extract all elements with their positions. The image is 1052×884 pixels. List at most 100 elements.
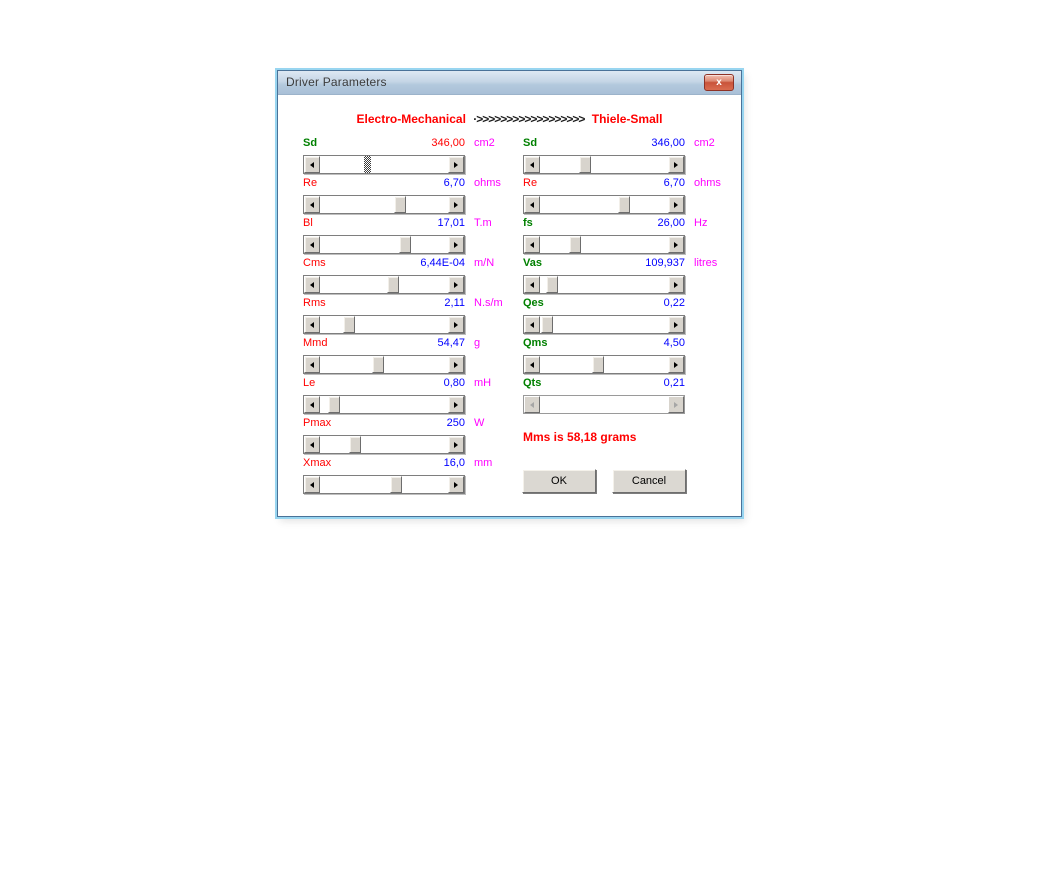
param-label: Mmd [303,337,328,349]
left-triangle-icon [530,361,534,368]
right-triangle-icon [454,201,458,208]
left-triangle-icon [530,161,534,168]
slider-thumb[interactable] [364,156,371,173]
slider-em-le[interactable] [303,395,465,414]
slider-thumb[interactable] [343,316,355,333]
param-value: 16,0 [443,457,465,469]
param-row-ts-qes: Qes 0,22 [523,297,685,335]
left-triangle-icon [310,401,314,408]
param-value: 346,00 [431,137,465,149]
slider-thumb[interactable] [399,236,411,253]
right-triangle-icon [674,161,678,168]
slider-thumb[interactable] [541,316,553,333]
param-label: Rms [303,297,326,309]
param-label: Re [523,177,538,189]
slider-left-arrow[interactable] [304,356,320,373]
slider-left-arrow[interactable] [524,196,540,213]
param-row-em-cms: Cms 6,44E-04 m/N [303,257,494,295]
slider-right-arrow[interactable] [448,236,464,253]
slider-right-arrow[interactable] [448,396,464,413]
param-row-ts-re: Re 6,70 ohms [523,177,721,215]
left-triangle-icon [530,321,534,328]
param-row-em-xmax: Xmax 16,0 mm [303,457,492,495]
slider-thumb[interactable] [349,436,361,453]
slider-thumb[interactable] [387,276,399,293]
slider-thumb[interactable] [372,356,384,373]
slider-left-arrow[interactable] [304,276,320,293]
close-icon: x [716,77,722,88]
slider-left-arrow[interactable] [524,276,540,293]
slider-right-arrow[interactable] [668,236,684,253]
slider-right-arrow[interactable] [668,196,684,213]
slider-left-arrow[interactable] [524,356,540,373]
slider-ts-re[interactable] [523,195,685,214]
electro-mechanical-heading: Electro-Mechanical [356,112,466,126]
slider-ts-qms[interactable] [523,355,685,374]
slider-right-arrow[interactable] [448,436,464,453]
param-value: 0,80 [443,377,465,389]
slider-ts-sd[interactable] [523,155,685,174]
slider-right-arrow[interactable] [668,356,684,373]
param-value: 0,21 [663,377,685,389]
slider-ts-qes[interactable] [523,315,685,334]
slider-right-arrow[interactable] [448,356,464,373]
slider-right-arrow[interactable] [448,316,464,333]
slider-left-arrow[interactable] [304,316,320,333]
slider-ts-vas[interactable] [523,275,685,294]
slider-left-arrow[interactable] [304,196,320,213]
slider-right-arrow[interactable] [668,156,684,173]
param-value: 26,00 [657,217,685,229]
slider-left-arrow[interactable] [304,236,320,253]
param-row-ts-vas: Vas 109,937 litres [523,257,717,295]
slider-right-arrow[interactable] [448,276,464,293]
slider-right-arrow[interactable] [668,316,684,333]
slider-left-arrow[interactable] [524,236,540,253]
slider-right-arrow [668,396,684,413]
left-triangle-icon [530,201,534,208]
param-unit: ohms [474,177,501,189]
param-label: Xmax [303,457,332,469]
param-value: 6,70 [663,177,685,189]
slider-thumb[interactable] [592,356,604,373]
slider-em-pmax[interactable] [303,435,465,454]
slider-thumb[interactable] [394,196,406,213]
left-triangle-icon [310,441,314,448]
slider-thumb[interactable] [390,476,402,493]
slider-right-arrow[interactable] [448,156,464,173]
slider-right-arrow[interactable] [448,196,464,213]
close-button[interactable]: x [704,74,734,91]
slider-em-bl[interactable] [303,235,465,254]
slider-em-mmd[interactable] [303,355,465,374]
right-triangle-icon [454,321,458,328]
slider-thumb[interactable] [618,196,630,213]
slider-em-cms[interactable] [303,275,465,294]
left-triangle-icon [310,481,314,488]
cancel-button[interactable]: Cancel [612,469,686,493]
left-triangle-icon [310,241,314,248]
slider-thumb[interactable] [328,396,340,413]
right-triangle-icon [454,241,458,248]
slider-left-arrow[interactable] [304,476,320,493]
slider-left-arrow[interactable] [304,156,320,173]
slider-left-arrow[interactable] [304,436,320,453]
slider-thumb[interactable] [579,156,591,173]
right-triangle-icon [454,481,458,488]
slider-right-arrow[interactable] [668,276,684,293]
right-triangle-icon [454,281,458,288]
right-triangle-icon [454,161,458,168]
slider-right-arrow[interactable] [448,476,464,493]
slider-left-arrow[interactable] [304,396,320,413]
slider-left-arrow[interactable] [524,156,540,173]
slider-thumb[interactable] [569,236,581,253]
slider-em-re[interactable] [303,195,465,214]
right-triangle-icon [454,361,458,368]
slider-thumb[interactable] [546,276,558,293]
ok-button[interactable]: OK [522,469,596,493]
slider-em-sd[interactable] [303,155,465,174]
slider-em-rms[interactable] [303,315,465,334]
slider-ts-fs[interactable] [523,235,685,254]
slider-left-arrow[interactable] [524,316,540,333]
slider-em-xmax[interactable] [303,475,465,494]
window-title: Driver Parameters [286,75,387,89]
param-row-ts-sd: Sd 346,00 cm2 [523,137,715,175]
